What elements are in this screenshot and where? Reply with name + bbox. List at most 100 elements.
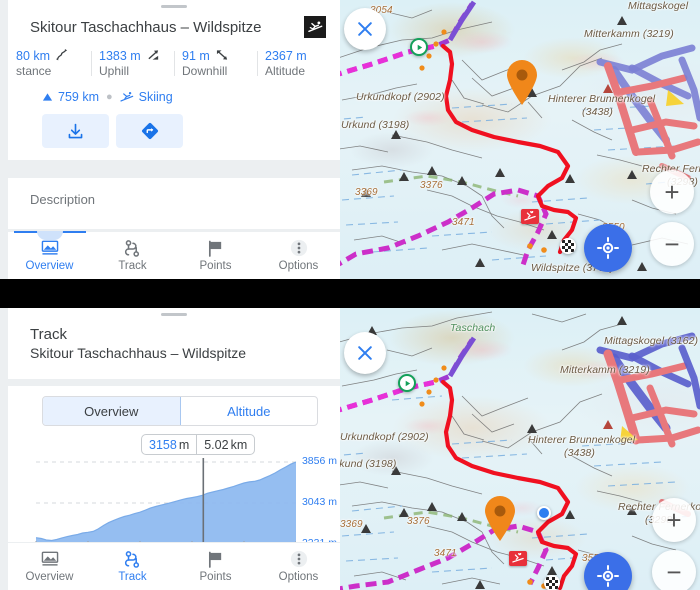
directions-icon xyxy=(141,123,158,139)
cursor-distance: 5.02 km xyxy=(197,435,254,454)
track-header-card: Track Skitour Taschachhaus – Wildspitze xyxy=(8,308,340,379)
cursor-distance-value: 5.02 xyxy=(204,437,229,452)
stat-distance: 80 km stance xyxy=(8,49,91,78)
close-button[interactable] xyxy=(344,332,386,374)
play-icon xyxy=(405,380,410,386)
selected-point-marker[interactable] xyxy=(502,58,542,106)
close-icon xyxy=(358,346,372,360)
map-vector-layer xyxy=(332,0,700,271)
tab-points[interactable]: Points xyxy=(174,543,257,590)
chart-line xyxy=(35,461,296,542)
skier-icon xyxy=(307,21,322,33)
locate-icon xyxy=(597,565,619,587)
uphill-arrow-icon xyxy=(147,49,160,63)
track-icon xyxy=(124,239,142,257)
cursor-elevation: 3158 m xyxy=(142,435,198,454)
stat-value: 2367 m xyxy=(265,49,307,63)
description-card[interactable]: Description xyxy=(8,178,340,229)
ski-waypoint-icon[interactable] xyxy=(521,209,539,224)
stat-label: Uphill xyxy=(99,64,130,78)
image-icon xyxy=(41,551,59,568)
ski-waypoint-icon[interactable] xyxy=(509,551,527,566)
checkered-flag-icon xyxy=(546,577,558,589)
stat-downhill: 91 m Downhill xyxy=(174,49,257,78)
zoom-in-button[interactable]: + xyxy=(650,170,694,214)
track-start-marker[interactable] xyxy=(398,374,416,392)
checkered-flag-icon xyxy=(562,240,574,252)
cursor-elevation-unit: m xyxy=(178,437,190,452)
track-finish-marker[interactable] xyxy=(544,575,560,590)
zoom-out-label: − xyxy=(666,556,682,587)
screenshot-overview: 3054 Mittagskogel Mitterkamm (3219) Urkundk… xyxy=(0,0,700,279)
sheet-title-row: Skitour Taschachhaus – Wildspitze xyxy=(8,8,340,47)
drag-handle[interactable] xyxy=(161,313,187,316)
map-canvas: 3054 Mittagskogel Mitterkamm (3219) Urkundk… xyxy=(332,0,700,279)
meta-chip-row: 759 km ● Skiing xyxy=(8,84,340,108)
chart-area xyxy=(36,462,296,544)
drag-handle[interactable] xyxy=(161,5,187,8)
chip-ascent: 759 km xyxy=(42,90,99,104)
stat-value: 1383 m xyxy=(99,49,141,63)
stat-label: Downhill xyxy=(182,64,228,78)
close-button[interactable] xyxy=(344,8,386,50)
detail-sheet-bottom: Track Skitour Taschachhaus – Wildspitze … xyxy=(0,308,340,590)
locate-me-button[interactable] xyxy=(584,552,632,590)
stat-uphill: 1383 m Uphill xyxy=(91,49,174,78)
action-button-row xyxy=(8,108,340,160)
tab-options[interactable]: Options xyxy=(257,543,340,590)
distance-icon xyxy=(56,49,69,63)
segment-altitude[interactable]: Altitude xyxy=(181,397,318,425)
map-view-bottom[interactable]: Taschach Mittagskogel (3162) Mitterkamm (3… xyxy=(332,308,700,590)
cursor-distance-unit: km xyxy=(230,437,248,452)
tab-overview[interactable]: Overview xyxy=(8,543,91,590)
tab-label: Points xyxy=(199,259,232,272)
navigate-button[interactable] xyxy=(116,114,183,148)
locate-me-button[interactable] xyxy=(584,224,632,272)
detail-sheet-top: Skitour Taschachhaus – Wildspitze xyxy=(0,0,340,279)
current-position-dot[interactable] xyxy=(537,506,551,520)
download-button[interactable] xyxy=(42,114,109,148)
track-start-marker[interactable] xyxy=(410,38,428,56)
track-icon xyxy=(124,550,142,568)
more-vert-icon xyxy=(290,239,308,257)
tab-label: Overview xyxy=(25,570,74,583)
map-view-top[interactable]: 3054 Mittagskogel Mitterkamm (3219) Urkundk… xyxy=(332,0,700,279)
tab-track[interactable]: Track xyxy=(91,232,174,279)
close-icon xyxy=(358,22,372,36)
tab-points[interactable]: Points xyxy=(174,232,257,279)
tab-options[interactable]: Options xyxy=(257,232,340,279)
track-chart-card: Overview Altitude 3158 m 5.02 km xyxy=(8,386,340,569)
page-title: Skitour Taschachhaus – Wildspitze xyxy=(30,18,262,36)
segment-overview[interactable]: Overview xyxy=(43,397,181,425)
bottom-tab-bar-bottom: Overview Track Points xyxy=(8,542,340,590)
tab-label: Track xyxy=(118,570,147,583)
flag-icon xyxy=(207,240,224,257)
stat-label: Altitude xyxy=(265,64,306,78)
activity-type-badge xyxy=(304,16,326,38)
stats-row: 80 km stance 1383 m xyxy=(8,43,340,84)
tab-label: Options xyxy=(278,259,319,272)
tab-label: Points xyxy=(199,570,232,583)
zoom-out-label: − xyxy=(664,228,680,259)
map-pin-icon xyxy=(485,496,515,541)
tab-track[interactable]: Track xyxy=(91,543,174,590)
chip-activity: Skiing xyxy=(120,90,173,104)
chip-separator: ● xyxy=(106,91,113,103)
tab-overview[interactable]: Overview xyxy=(8,231,91,279)
track-finish-marker[interactable] xyxy=(560,238,576,254)
zoom-in-button[interactable]: + xyxy=(652,498,696,542)
selected-point-marker[interactable] xyxy=(480,494,520,542)
y-axis-label-mid: 3043 m xyxy=(301,496,337,508)
skier-glyph-icon xyxy=(512,553,524,563)
sheet-stats-card: 80 km stance 1383 m xyxy=(8,39,340,160)
tab-label: Options xyxy=(278,570,319,583)
y-axis-label-top: 3856 m xyxy=(301,455,337,467)
play-icon xyxy=(417,44,422,50)
image-icon xyxy=(41,240,59,257)
zoom-out-button[interactable]: − xyxy=(652,550,696,590)
zoom-out-button[interactable]: − xyxy=(650,222,694,266)
tab-label: Overview xyxy=(25,259,74,272)
more-vert-icon xyxy=(290,550,308,568)
